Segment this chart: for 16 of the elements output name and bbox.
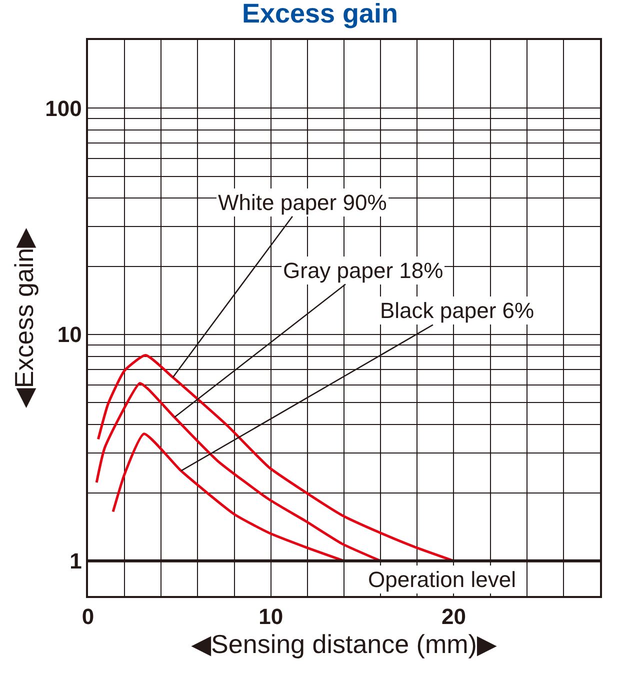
annotation: White paper 90% bbox=[218, 190, 387, 215]
ref-line-label: Operation level bbox=[368, 567, 516, 592]
x-tick-label: 10 bbox=[258, 604, 284, 630]
line-series bbox=[95, 382, 382, 562]
x-axis-title: ◀Sensing distance (mm)▶ bbox=[191, 629, 497, 660]
x-tick-label: 20 bbox=[441, 604, 466, 630]
y-axis-title: ◀Excess gain▶ bbox=[9, 228, 40, 408]
y-tick-label: 1 bbox=[70, 548, 82, 574]
y-tick-label: 100 bbox=[45, 96, 82, 121]
line-series bbox=[112, 432, 346, 562]
y-tick-label: 10 bbox=[57, 322, 82, 348]
x-tick-label: 0 bbox=[82, 604, 94, 630]
line-series bbox=[96, 354, 455, 562]
annotation: Black paper 6% bbox=[380, 298, 534, 323]
annotation: Gray paper 18% bbox=[283, 258, 444, 283]
chart-title: Excess gain bbox=[242, 0, 398, 28]
